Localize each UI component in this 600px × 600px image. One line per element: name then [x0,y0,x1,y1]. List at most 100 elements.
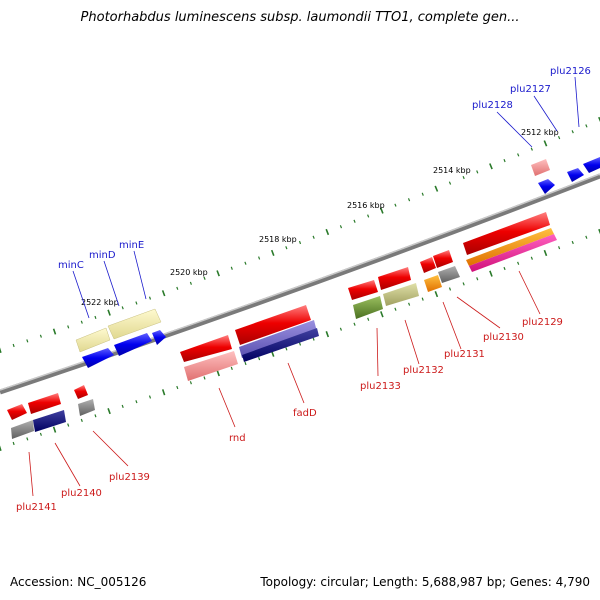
scale-tick [39,432,42,436]
scale-tick [161,389,166,396]
scale-tick [339,225,343,229]
gene-arrow[interactable] [469,234,557,272]
scale-tick [585,235,588,239]
scale-tick [571,240,574,245]
gene-arrow[interactable] [348,280,378,300]
scale-tick [216,270,220,277]
genome-backbone [0,173,600,395]
scale-tick [39,334,42,338]
gene-arrow[interactable] [378,267,411,290]
gene-arrow[interactable] [152,330,166,345]
scale-tick [312,337,315,341]
scale-tick [0,445,2,452]
gene-label[interactable]: plu2128 [472,100,513,111]
gene-arrow[interactable] [353,296,383,319]
scale-tick [258,256,261,260]
gene-label[interactable]: plu2129 [522,317,563,328]
scale-tick [517,261,520,265]
gene-arrow[interactable] [438,266,460,283]
scale-tick [230,366,233,370]
scale-tick [557,135,561,140]
gene-arrow[interactable] [78,399,95,416]
gene-arrow[interactable] [433,250,453,268]
scale-tick [421,192,424,196]
scale-tick [285,347,288,351]
scale-tick [258,357,261,361]
gene-arrow[interactable] [75,327,111,353]
scale-tick [571,130,574,134]
gene-label[interactable]: plu2139 [109,472,150,483]
gene-arrow[interactable] [7,404,27,420]
scale-tick [598,116,600,123]
scale-tick [216,370,220,377]
scale-tick [176,286,179,290]
gene-arrow[interactable] [184,351,238,381]
scale-tick [285,246,288,250]
gene-label[interactable]: plu2133 [360,381,401,392]
scale-tick [339,327,342,331]
scale-tick [394,203,397,207]
gene-arrow[interactable] [107,308,162,340]
scale-tick [530,147,533,151]
scale-tick [12,441,15,446]
scale-tick [148,296,152,300]
scale-tick [189,281,192,285]
gene-label[interactable]: plu2126 [550,66,591,77]
scale-tick [298,342,302,346]
topology-label: Topology: circular; Length: 5,688,987 bp… [260,575,590,589]
gene-arrow[interactable] [466,228,554,266]
gene-label[interactable]: plu2140 [61,488,102,499]
scale-tick [408,302,411,306]
gene-arrow[interactable] [239,320,317,358]
gene-label[interactable]: fadD [293,408,317,419]
gene-arrow[interactable] [235,305,311,345]
gene-label[interactable]: rnd [229,433,246,444]
gene-arrow[interactable] [11,420,34,439]
gene-arrow[interactable] [567,168,584,182]
scale-tick [52,328,57,335]
scale-tick [230,266,233,270]
scale-tick [67,325,70,329]
scale-tick [26,339,29,343]
gene-arrow[interactable] [33,410,66,432]
scale-tick [353,322,356,326]
gene-label[interactable]: plu2127 [510,84,551,95]
scale-tick [489,163,493,170]
scale-tick [598,228,600,235]
scale-tick [270,249,275,256]
scale-tick [380,311,384,318]
gene-label[interactable]: plu2131 [444,349,485,360]
scale-tick [80,320,83,324]
scale-tick [503,266,506,271]
scale-tick [298,240,302,245]
gene-arrow[interactable] [424,275,442,292]
gene-label[interactable]: minC [58,260,84,271]
gene-label[interactable]: minE [119,240,144,251]
scale-tick [244,361,247,366]
gene-arrow[interactable] [28,393,61,414]
scale-tick [26,437,29,441]
scale-tick [585,124,588,128]
gene-arrow[interactable] [420,257,436,273]
gene-label[interactable]: minD [89,250,116,261]
gene-arrow[interactable] [531,159,550,176]
scale-tick [379,207,384,214]
gene-arrow[interactable] [82,348,114,368]
gene-arrow[interactable] [383,283,419,306]
gene-arrow[interactable] [463,212,550,255]
gene-arrow[interactable] [242,328,319,362]
gene-arrow[interactable] [538,179,555,194]
gene-arrow[interactable] [583,157,600,173]
scale-tick [434,291,439,298]
reverse-strand-genes [7,212,557,439]
gene-arrow[interactable] [74,385,88,399]
gene-label[interactable]: plu2130 [483,332,524,343]
gene-arrow[interactable] [180,335,232,362]
gene-label[interactable]: plu2141 [16,502,57,513]
scale-tick [462,282,465,286]
gene-label[interactable]: plu2132 [403,365,444,376]
label-leader-lines [28,76,580,497]
scale-tick [189,381,192,385]
gene-arrow[interactable] [114,333,152,356]
scale-tick [367,214,370,218]
